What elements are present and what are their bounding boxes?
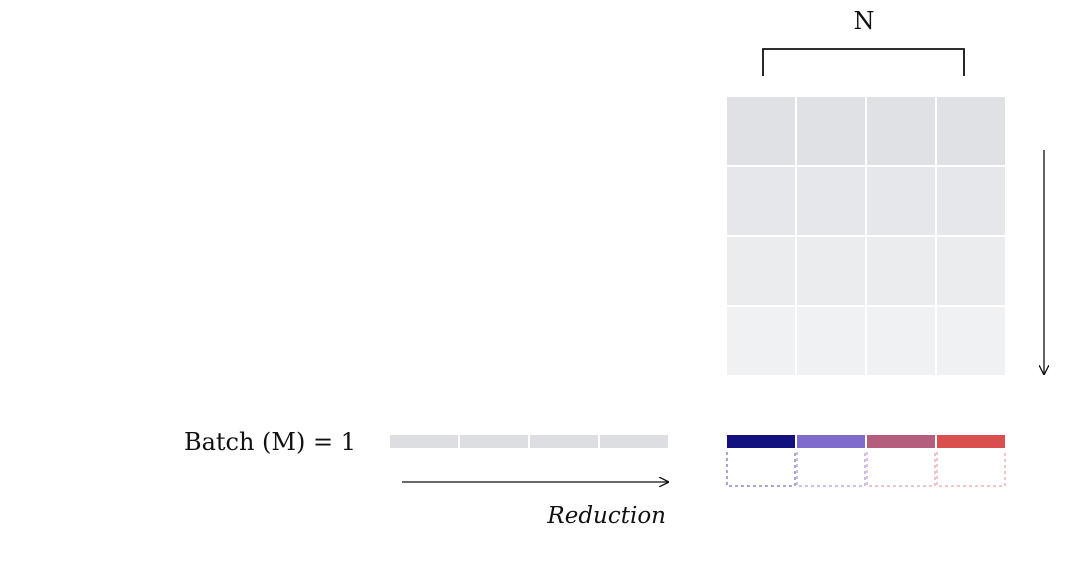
input-vector-cell — [458, 433, 530, 450]
output-cell — [865, 433, 937, 450]
output-dashed-cell — [866, 448, 936, 487]
output-cell — [935, 433, 1007, 450]
output-dashed-cell — [726, 448, 796, 487]
matrix-cell — [935, 95, 1007, 167]
matrix-cell — [795, 235, 867, 307]
matrix-cell — [795, 305, 867, 377]
matrix-cell — [795, 95, 867, 167]
matrix-cell — [725, 235, 797, 307]
weight-matrix — [725, 95, 1007, 377]
input-vector — [388, 433, 670, 450]
matrix-cell — [935, 165, 1007, 237]
output-dashed-cell — [796, 448, 866, 487]
matrix-cell — [725, 95, 797, 167]
input-vector-cell — [528, 433, 600, 450]
output-dashed-cell — [936, 448, 1006, 487]
n-label: N — [854, 7, 875, 35]
matrix-cell — [935, 305, 1007, 377]
matrix-cell — [865, 235, 937, 307]
matrix-cell — [865, 305, 937, 377]
n-bracket — [762, 48, 965, 76]
matrix-cell — [725, 305, 797, 377]
output-vector — [725, 433, 1007, 487]
input-vector-cell — [598, 433, 670, 450]
output-cell — [795, 433, 867, 450]
matrix-cell — [865, 165, 937, 237]
matrix-cell — [935, 235, 1007, 307]
input-vector-cell — [388, 433, 460, 450]
matrix-cell — [865, 95, 937, 167]
reduction-label: Reduction — [546, 503, 666, 529]
matrix-cell — [795, 165, 867, 237]
batch-label: Batch (M) = 1 — [184, 428, 356, 456]
output-cell — [725, 433, 797, 450]
matrix-cell — [725, 165, 797, 237]
